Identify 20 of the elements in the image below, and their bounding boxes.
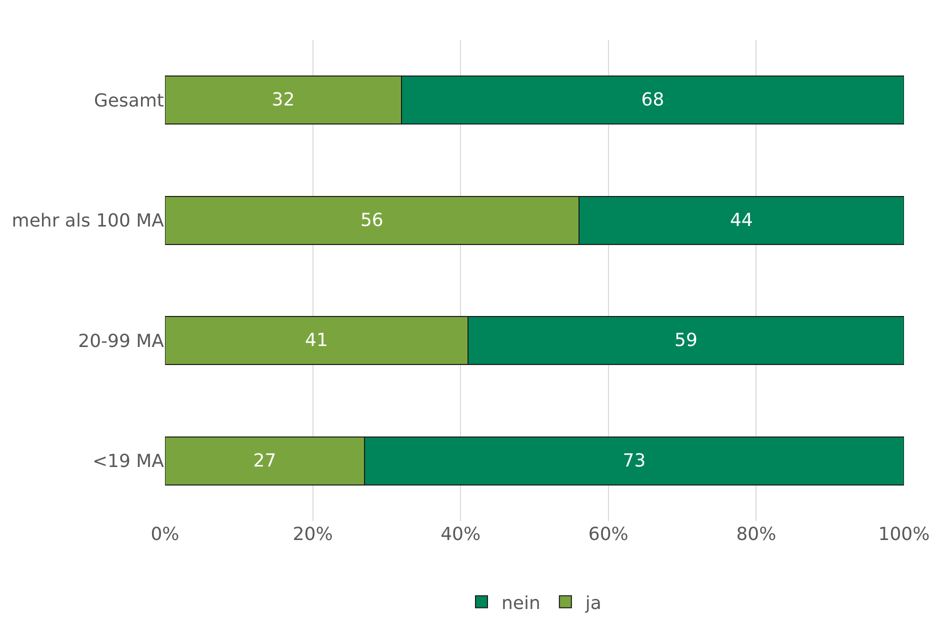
y-tick-label: mehr als 100 MA: [12, 210, 165, 232]
y-tick-label: Gesamt: [94, 90, 164, 112]
data-label: 73: [622, 450, 646, 472]
data-label: 32: [272, 90, 295, 111]
x-tick-label: 0%: [150, 524, 180, 545]
y-tick-label: <19 MA: [92, 451, 165, 472]
data-label: 44: [730, 210, 753, 231]
x-tick-label: 80%: [736, 524, 776, 545]
x-tick-label: 40%: [440, 524, 481, 545]
y-tick-label: 20-99 MA: [78, 330, 165, 352]
data-label: 59: [674, 330, 698, 352]
data-label: 27: [253, 450, 276, 472]
legend-label: ja: [584, 592, 602, 614]
x-tick-label: 20%: [292, 524, 333, 545]
data-label: 41: [305, 330, 328, 352]
x-tick-label: 100%: [878, 524, 930, 545]
data-label: 56: [360, 210, 384, 231]
legend-label: nein: [502, 592, 540, 614]
data-label: 68: [641, 90, 664, 111]
x-tick-label: 60%: [588, 524, 628, 545]
